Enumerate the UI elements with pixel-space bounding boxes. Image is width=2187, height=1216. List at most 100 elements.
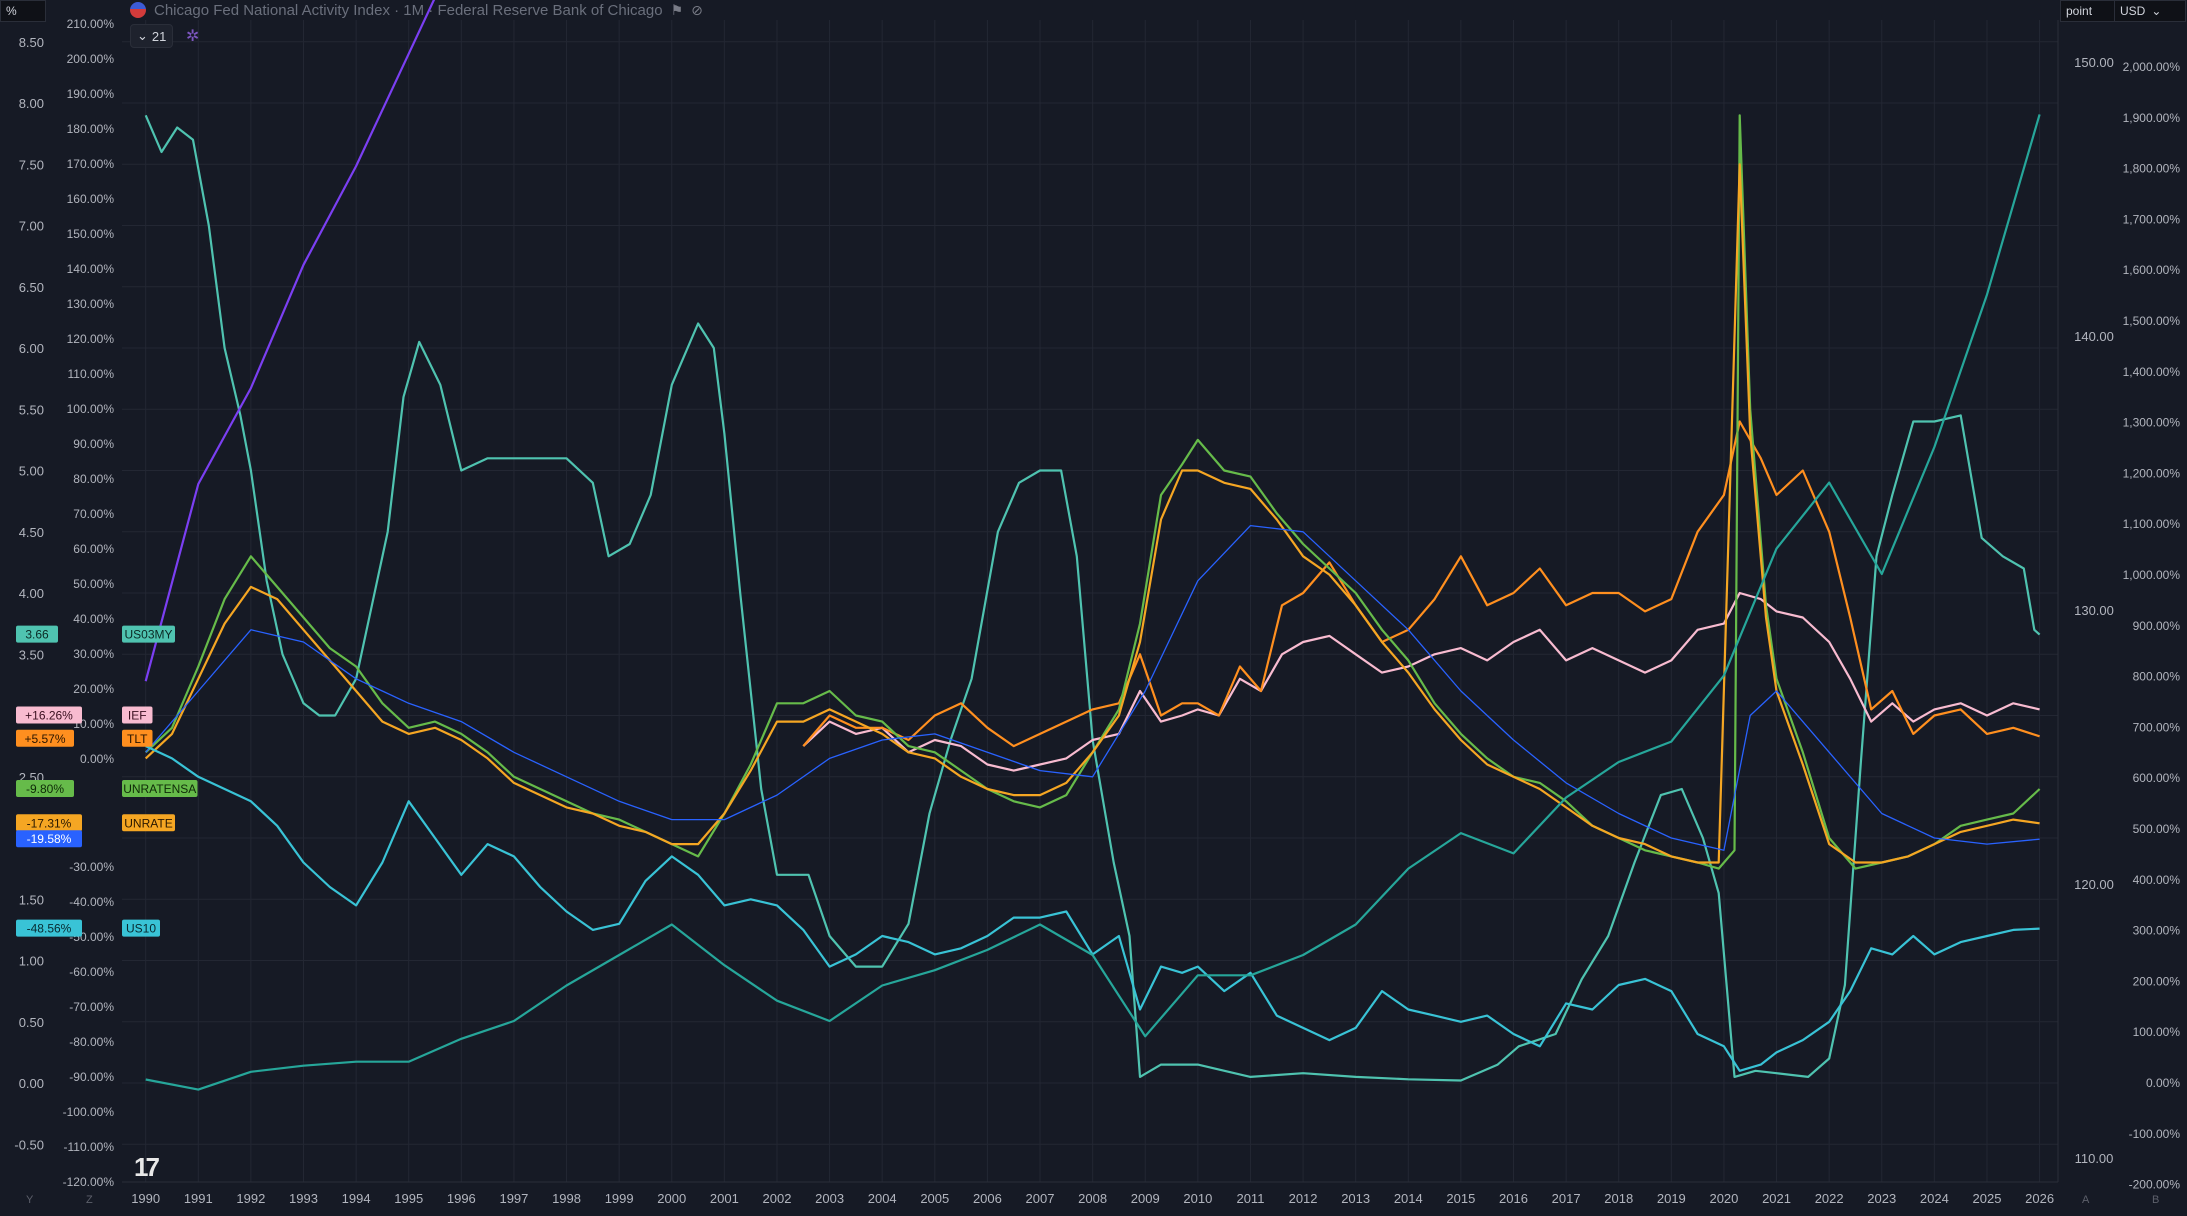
- series-line-ief[interactable]: [802, 591, 2040, 772]
- x-tick-label: 1999: [605, 1191, 634, 1206]
- series-name-badge[interactable]: [122, 729, 153, 747]
- right-pct-tick-label: 1,800.00%: [2123, 162, 2181, 176]
- tradingview-logo[interactable]: 17: [134, 1152, 160, 1182]
- left-pct-tick-label: 60.00%: [73, 542, 114, 556]
- right-axis-tick-label: 140.00: [2074, 329, 2114, 344]
- left-pct-tick-label: -60.00%: [69, 965, 114, 979]
- x-tick-label: 1994: [342, 1191, 371, 1206]
- x-tick-label: 2025: [1973, 1191, 2002, 1206]
- x-tick-label: 2012: [1289, 1191, 1318, 1206]
- left-pct-tick-label: -100.00%: [63, 1105, 115, 1119]
- left-pct-tick-label: -30.00%: [69, 860, 114, 874]
- series-line-us10[interactable]: [145, 745, 2040, 1072]
- left-value-badge[interactable]: [16, 814, 82, 832]
- corner-label-a[interactable]: A: [2082, 1194, 2090, 1206]
- series-name-badge[interactable]: [122, 814, 175, 832]
- right-pct-tick-label: 100.00%: [2133, 1025, 2181, 1039]
- series-name-badge[interactable]: [122, 706, 153, 724]
- series-line-unratensa[interactable]: [144, 114, 2041, 870]
- x-tick-label: 2010: [1183, 1191, 1212, 1206]
- right-pct-tick-label: -200.00%: [2129, 1178, 2181, 1192]
- left-pct-tick-label: 70.00%: [73, 507, 114, 521]
- currency-selector[interactable]: USD ⌄: [2114, 0, 2186, 22]
- left-axis-tick-label: 4.00: [19, 586, 44, 601]
- corner-label-y[interactable]: Y: [26, 1194, 34, 1206]
- series-name-badge[interactable]: [122, 625, 175, 643]
- left-axis-tick-label: 0.50: [19, 1015, 44, 1030]
- left-axis-tick-label: 7.00: [19, 219, 44, 234]
- x-tick-label: 1997: [499, 1191, 528, 1206]
- right-pct-tick-label: 1,200.00%: [2123, 466, 2181, 480]
- series-name-badge-text: IEF: [128, 709, 147, 723]
- right-pct-tick-label: 300.00%: [2133, 924, 2181, 938]
- corner-label-b[interactable]: B: [2152, 1194, 2160, 1206]
- left-value-badge-text: +5.57%: [24, 732, 65, 746]
- symbol-title[interactable]: Chicago Fed National Activity Index · 1M…: [154, 1, 663, 19]
- right-pct-tick-label: 900.00%: [2133, 619, 2181, 633]
- x-tick-label: 2009: [1131, 1191, 1160, 1206]
- left-pct-tick-label: -80.00%: [69, 1035, 114, 1049]
- left-pct-tick-label: -70.00%: [69, 1000, 114, 1014]
- left-axis-tick-label: 8.50: [19, 35, 44, 50]
- x-tick-label: 2002: [763, 1191, 792, 1206]
- symbol-header: Chicago Fed National Activity Index · 1M…: [130, 0, 703, 20]
- series-name-badge[interactable]: [122, 919, 160, 937]
- x-tick-label: 2015: [1446, 1191, 1475, 1206]
- left-value-badge-text: -17.31%: [27, 816, 72, 830]
- indicator-count: 21: [151, 28, 167, 44]
- x-tick-label: 2019: [1657, 1191, 1686, 1206]
- settings-gear-icon[interactable]: ✲: [186, 28, 200, 45]
- left-value-badge[interactable]: [16, 729, 74, 747]
- series-name-badge-text: US03MY: [124, 628, 172, 642]
- left-pct-tick-label: -110.00%: [64, 1140, 115, 1154]
- corner-label-z[interactable]: Z: [86, 1194, 93, 1206]
- left-value-badge[interactable]: [16, 919, 82, 937]
- left-unit-label: %: [6, 4, 17, 18]
- series-line-blue[interactable]: [145, 524, 2040, 851]
- left-unit-selector[interactable]: %: [0, 0, 46, 22]
- right-axis-tick-label: 150.00: [2074, 55, 2114, 70]
- left-value-badge[interactable]: [16, 706, 82, 724]
- x-tick-label: 1993: [289, 1191, 318, 1206]
- left-pct-tick-label: -40.00%: [69, 895, 114, 909]
- left-value-badge[interactable]: [16, 625, 58, 643]
- x-tick-label: 2016: [1499, 1191, 1528, 1206]
- left-pct-tick-label: 140.00%: [67, 262, 115, 276]
- right-pct-tick-label: 200.00%: [2133, 974, 2181, 988]
- series-name-badge-text: UNRATE: [124, 816, 172, 830]
- right-unit-selector[interactable]: point: [2060, 0, 2118, 22]
- series-line-unrate[interactable]: [144, 163, 2040, 864]
- right-pct-tick-label: 1,700.00%: [2123, 212, 2181, 226]
- series-name-badge-text: TLT: [127, 732, 148, 746]
- indicators-collapse-button[interactable]: ⌄ 21: [130, 24, 174, 48]
- left-axis-tick-label: 3.50: [19, 647, 44, 662]
- x-tick-label: 2006: [973, 1191, 1002, 1206]
- series-name-badge-text: US10: [126, 922, 156, 936]
- left-value-badge[interactable]: [16, 830, 82, 848]
- series-line-tlt[interactable]: [802, 420, 2040, 748]
- series-line-us03my[interactable]: [144, 114, 2041, 1082]
- series-name-badge[interactable]: [122, 780, 198, 797]
- x-tick-label: 2013: [1341, 1191, 1370, 1206]
- left-pct-tick-label: 40.00%: [73, 612, 114, 626]
- right-pct-tick-label: 700.00%: [2133, 720, 2181, 734]
- left-pct-tick-label: 180.00%: [67, 122, 115, 136]
- x-tick-label: 2018: [1604, 1191, 1633, 1206]
- left-axis-tick-label: -0.50: [14, 1137, 44, 1152]
- left-pct-tick-label: 80.00%: [73, 472, 114, 486]
- left-pct-tick-label: 150.00%: [67, 227, 115, 241]
- left-value-badge[interactable]: [16, 780, 74, 797]
- eye-off-icon[interactable]: ⊘: [691, 1, 703, 18]
- x-tick-label: 2023: [1867, 1191, 1896, 1206]
- right-pct-tick-label: 600.00%: [2133, 771, 2181, 785]
- right-pct-tick-label: 1,000.00%: [2123, 568, 2181, 582]
- flag-icon[interactable]: ⚑: [670, 1, 684, 18]
- left-value-badge-text: -48.56%: [27, 922, 72, 936]
- left-axis-tick-label: 5.00: [19, 464, 44, 479]
- series-line-spx[interactable]: [145, 114, 2041, 1091]
- right-axis-tick-label: 110.00: [2075, 1151, 2114, 1166]
- right-pct-tick-label: 800.00%: [2133, 670, 2181, 684]
- left-pct-tick-label: 210.00%: [67, 17, 115, 31]
- left-pct-tick-label: 170.00%: [67, 157, 115, 171]
